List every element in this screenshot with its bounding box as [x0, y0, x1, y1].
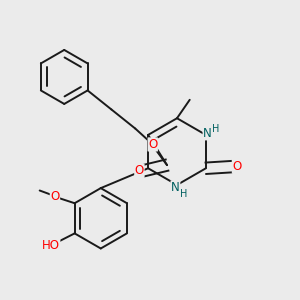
Text: HO: HO: [42, 239, 60, 252]
Text: H: H: [180, 189, 188, 199]
Text: H: H: [212, 124, 219, 134]
Text: O: O: [50, 190, 60, 203]
Text: N: N: [171, 181, 180, 194]
Text: N: N: [203, 127, 212, 140]
Text: O: O: [135, 164, 144, 177]
Text: O: O: [232, 160, 242, 173]
Text: O: O: [148, 138, 158, 151]
